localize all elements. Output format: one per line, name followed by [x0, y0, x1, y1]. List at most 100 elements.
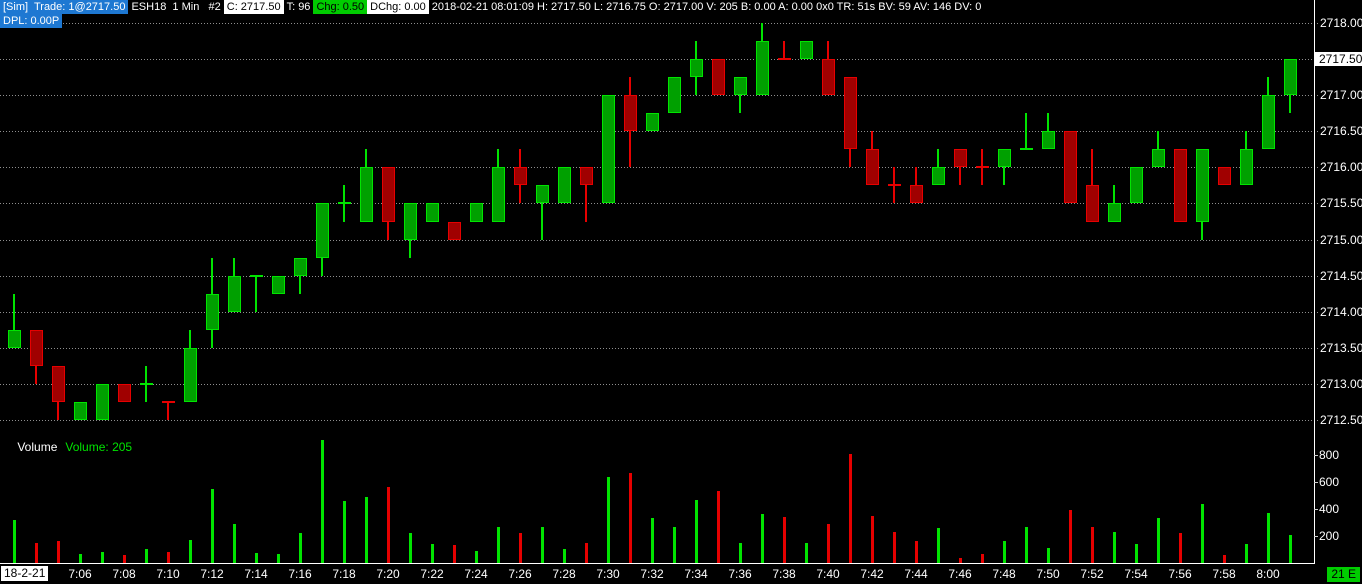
volume-tick-label: 800: [1319, 448, 1340, 462]
price-tick-label: 2714.00: [1320, 305, 1362, 319]
time-tick-label: 7:38: [772, 567, 796, 581]
candle-body: [888, 184, 901, 186]
time-tick-label: 7:46: [948, 567, 972, 581]
candle-body: [470, 203, 483, 222]
volume-tick-label: 200: [1319, 529, 1340, 543]
candle-body: [910, 185, 923, 203]
volume-bar: [431, 544, 434, 563]
candle-body: [998, 149, 1011, 167]
volume-bar: [541, 527, 544, 563]
candle-body: [580, 167, 593, 185]
day-change-chip: DChg: 0.00: [367, 0, 429, 14]
price-tick-label: 2715.00: [1320, 233, 1362, 247]
volume-bar: [673, 527, 676, 563]
candle-body: [74, 402, 87, 420]
candle-wick: [255, 276, 257, 312]
volume-bar: [1135, 544, 1138, 563]
volume-bar: [1289, 535, 1292, 563]
candle-body: [96, 384, 109, 420]
candle-body: [338, 202, 351, 204]
volume-bar: [189, 540, 192, 563]
volume-bar: [959, 558, 962, 563]
candle-body: [1108, 203, 1121, 222]
volume-bar: [717, 491, 720, 563]
volume-bar: [893, 532, 896, 563]
volume-tick-mark: [1314, 482, 1318, 483]
volume-bar: [101, 552, 104, 563]
price-gridline: [0, 312, 1319, 313]
candle-body: [382, 167, 395, 222]
candle-body: [822, 59, 835, 95]
time-tick-label: 7:18: [332, 567, 356, 581]
chart-header-row2: DPL: 0.00P: [0, 14, 63, 28]
candle-body: [778, 58, 791, 60]
candle-body: [1086, 185, 1099, 222]
time-tick-label: 7:42: [860, 567, 884, 581]
volume-bar: [321, 440, 324, 563]
volume-bar: [629, 473, 632, 563]
price-gridline: [0, 203, 1319, 204]
candle-body: [1262, 95, 1275, 149]
volume-bar: [453, 545, 456, 563]
volume-bar: [233, 524, 236, 563]
candle-body: [250, 275, 263, 277]
volume-bar: [1113, 532, 1116, 563]
time-tick-label: 7:40: [816, 567, 840, 581]
volume-bar: [1091, 527, 1094, 563]
price-gridline: [0, 420, 1319, 421]
volume-tick-mark: [1314, 536, 1318, 537]
candle-body: [602, 95, 615, 203]
time-tick-label: 7:50: [1036, 567, 1060, 581]
candle-wick: [13, 294, 15, 348]
volume-bar: [1157, 518, 1160, 563]
candle-wick: [1003, 149, 1005, 185]
volume-bar: [167, 552, 170, 563]
candle-body: [8, 330, 21, 348]
candle-body: [140, 383, 153, 385]
volume-bar: [695, 500, 698, 563]
time-tick-label: 7:12: [200, 567, 224, 581]
candle-wick: [739, 77, 741, 113]
volume-bar: [1003, 541, 1006, 563]
volume-bar: [1069, 510, 1072, 563]
candle-body: [536, 185, 549, 203]
volume-tick-label: 600: [1319, 475, 1340, 489]
candle-body: [976, 166, 989, 168]
price-gridline: [0, 23, 1319, 24]
time-tick-label: 7:10: [156, 567, 180, 581]
volume-bar: [915, 541, 918, 563]
candle-body: [1152, 149, 1165, 167]
chart-header-row: [Sim] Trade: 1@2717.50 ESH18 1 Min #2 C: 2…: [0, 0, 984, 14]
volume-bar: [739, 543, 742, 563]
volume-bar: [563, 549, 566, 563]
price-tick-label: 2716.50: [1320, 124, 1362, 138]
candle-body: [294, 258, 307, 276]
price-gridline: [0, 276, 1319, 277]
candle-wick: [585, 167, 587, 222]
volume-bar: [365, 497, 368, 563]
time-tick-label: 7:26: [508, 567, 532, 581]
price-gridline: [0, 131, 1319, 132]
price-gridline: [0, 348, 1319, 349]
chart-area[interactable]: [0, 0, 1314, 564]
time-tick-label: 7:24: [464, 567, 488, 581]
time-tick-label: 7:34: [684, 567, 708, 581]
candle-wick: [959, 149, 961, 185]
candle-body: [558, 167, 571, 203]
candle-body: [954, 149, 967, 167]
time-axis-line: [0, 563, 1315, 564]
bar-stats-label: 2018-02-21 08:01:09 H: 2717.50 L: 2716.7…: [431, 1, 982, 13]
candle-body: [1130, 167, 1143, 203]
price-tick-label: 2713.00: [1320, 377, 1362, 391]
price-gridline: [0, 240, 1319, 241]
price-tick-label: 2717.00: [1320, 88, 1362, 102]
time-tick-label: 7:14: [244, 567, 268, 581]
time-tick-label: 7:20: [376, 567, 400, 581]
volume-bar: [981, 554, 984, 563]
candle-wick: [1025, 113, 1027, 149]
candle-body: [1218, 167, 1231, 185]
candle-body: [360, 167, 373, 222]
price-tick-label: 2715.50: [1320, 196, 1362, 210]
volume-bar: [937, 528, 940, 563]
volume-bar: [1223, 555, 1226, 563]
